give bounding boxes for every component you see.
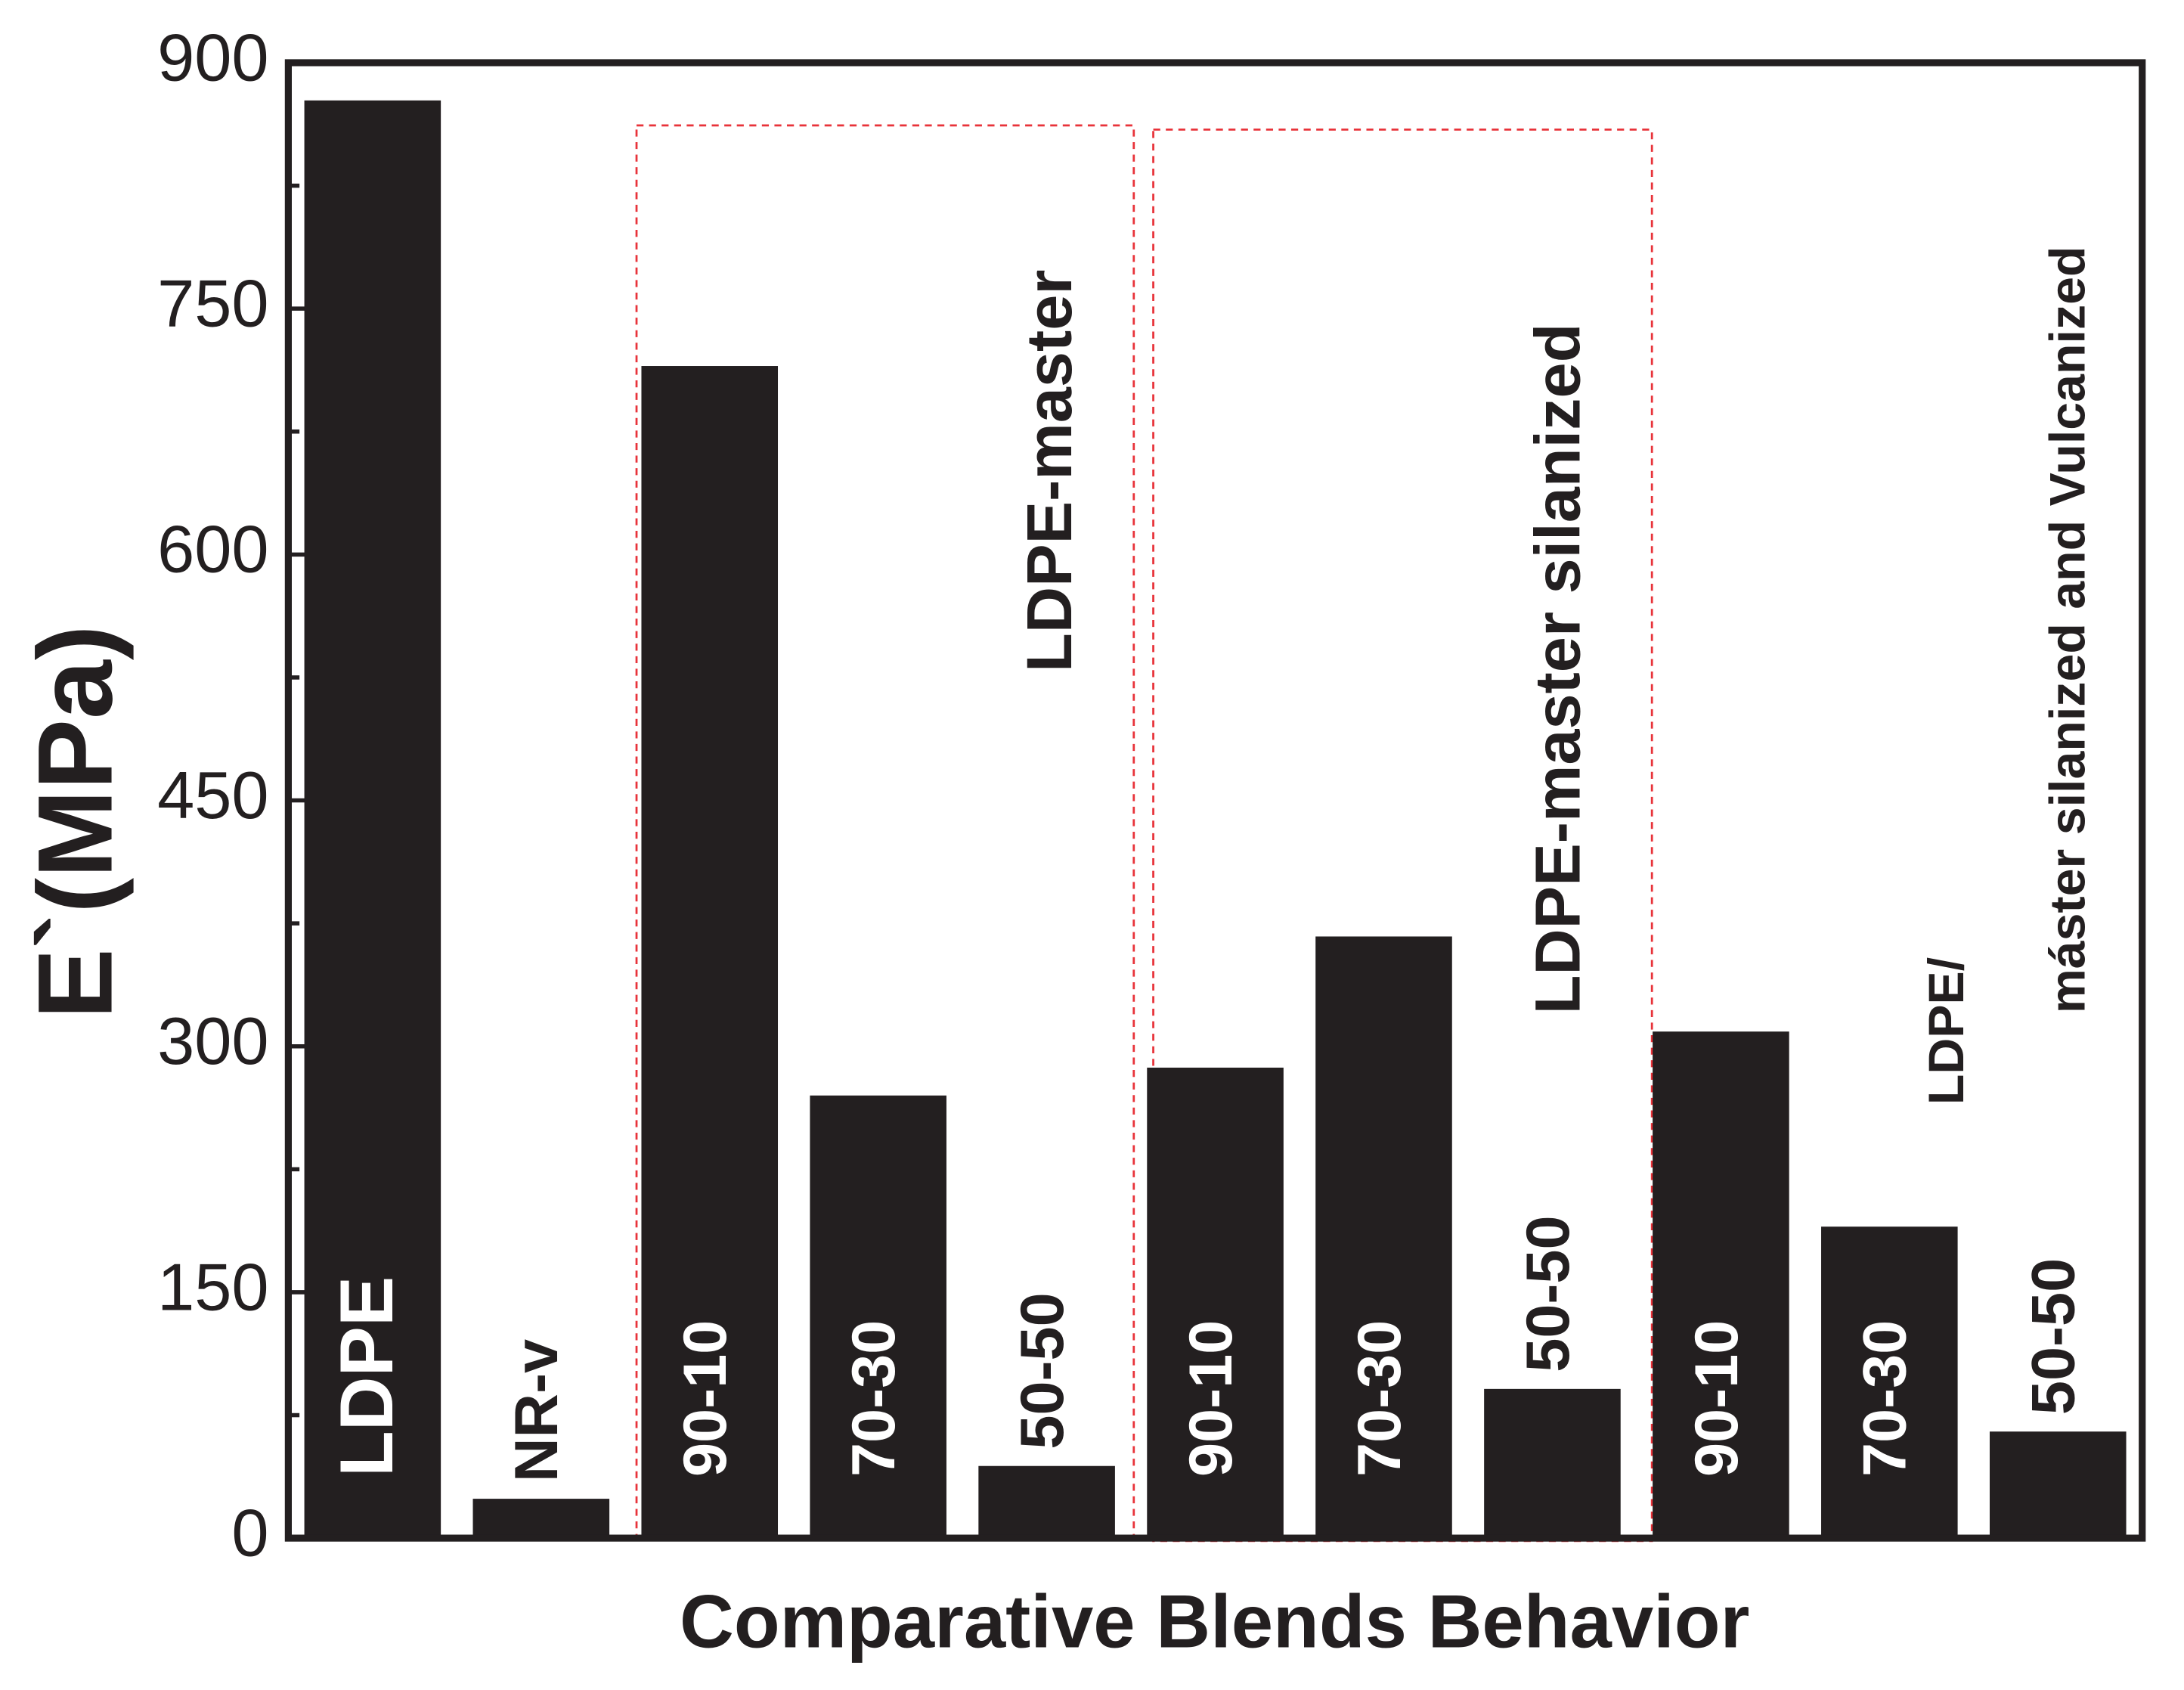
y-axis-label: E`(MPa)	[16, 625, 135, 1019]
bar-label: 90-10	[671, 1320, 739, 1477]
bar-label: 50-50	[2020, 1258, 2088, 1415]
y-tick-label: 450	[157, 758, 269, 833]
bar	[1315, 936, 1452, 1539]
y-tick-label: 900	[157, 20, 269, 95]
y-tick-label: 300	[157, 1003, 269, 1078]
x-axis-label: Comparative Blends Behavior	[680, 1580, 1749, 1664]
bar-label: 70-30	[1346, 1320, 1414, 1477]
group-label: LDPE-master silanized	[1522, 324, 1594, 1015]
bar	[1653, 1031, 1789, 1539]
bar-label: 90-10	[1177, 1320, 1245, 1477]
bar-label: 50-50	[1008, 1292, 1077, 1449]
bar-label: 90-10	[1683, 1320, 1751, 1477]
bar	[641, 366, 779, 1539]
bar-label: LDPE	[325, 1276, 409, 1477]
bar	[1484, 1388, 1621, 1539]
bar-label: NR-v	[503, 1339, 571, 1482]
bar	[472, 1499, 610, 1539]
group-label: LDPE/	[1919, 957, 1975, 1105]
y-tick-label: 750	[157, 266, 269, 341]
bar	[304, 100, 441, 1539]
bar	[810, 1095, 946, 1539]
y-tick-label: 150	[157, 1249, 269, 1324]
y-tick-label: 0	[231, 1495, 268, 1570]
bar-label: 70-30	[1851, 1320, 1919, 1477]
group-label: máster silanized and Vulcanized	[2040, 247, 2096, 1014]
bar-label: 50-50	[1514, 1215, 1582, 1372]
plot-frame	[284, 59, 2146, 1542]
group-label: LDPE-master	[1013, 270, 1085, 672]
bar	[978, 1465, 1115, 1539]
bar	[1821, 1226, 1958, 1539]
bar	[1989, 1431, 2127, 1539]
bar	[1147, 1067, 1284, 1539]
bar-label: 70-30	[840, 1320, 908, 1477]
y-tick-label: 600	[157, 512, 269, 587]
